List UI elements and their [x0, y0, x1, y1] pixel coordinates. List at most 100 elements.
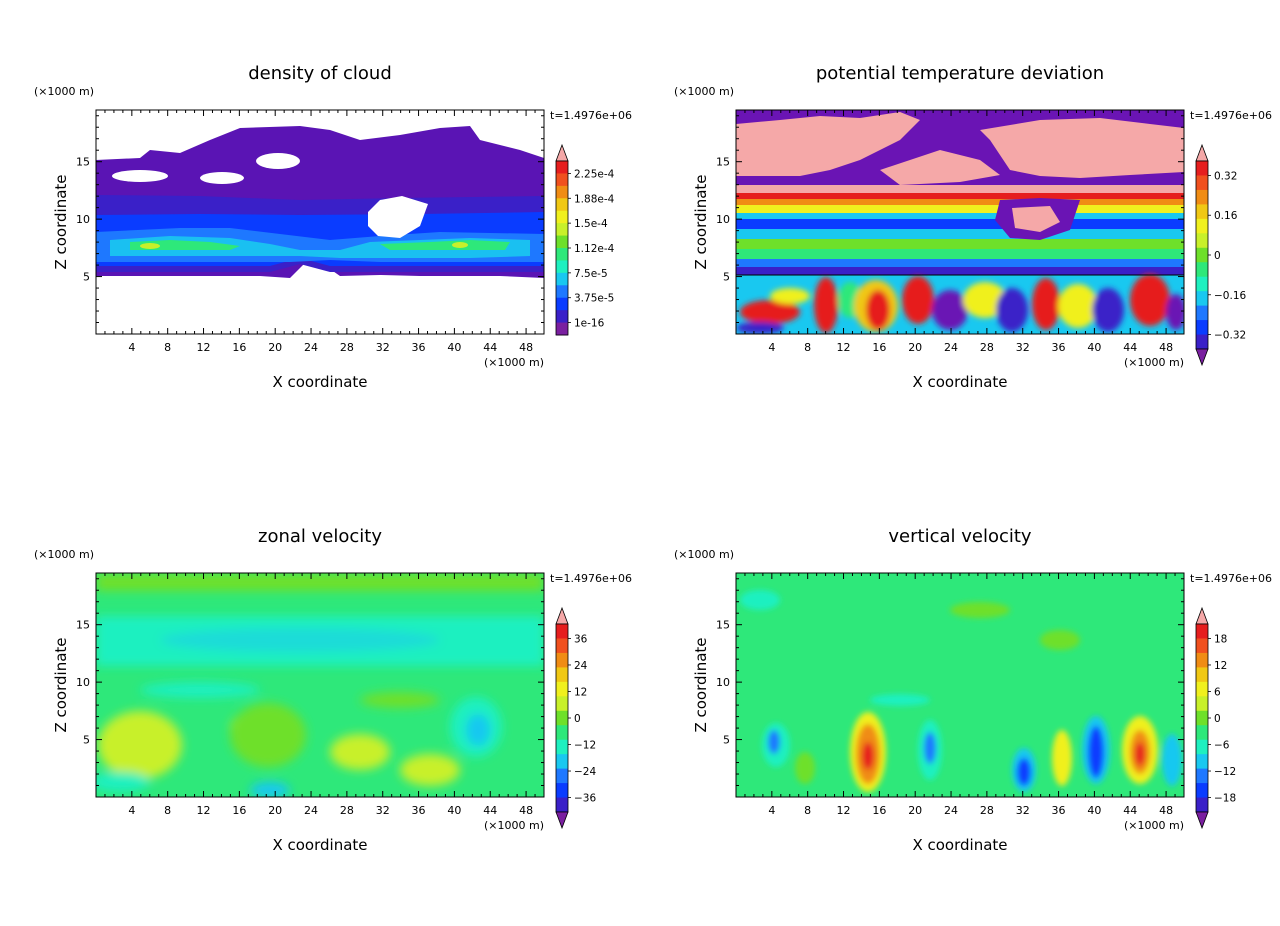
x-tick-label: 20 [908, 804, 922, 817]
colorbar-swatch [1196, 247, 1208, 263]
x-unit-label: (×1000 m) [484, 356, 544, 369]
time-label: t=1.4976e+06 [1190, 109, 1272, 122]
colorbar-swatch [1196, 320, 1208, 336]
colorbar-swatch [556, 185, 568, 199]
colorbar-swatch [556, 797, 568, 813]
colorbar-label: 2.25e-4 [574, 168, 615, 180]
colorbar-swatch [1196, 233, 1208, 249]
x-tick-label: 20 [268, 341, 282, 354]
colorbar-label: 0 [574, 713, 581, 725]
colorbar-label: 7.5e-5 [574, 268, 608, 280]
colorbar: −36 −24 −12 0 12 24 36 [555, 606, 596, 830]
x-tick-label: 32 [1016, 804, 1030, 817]
colorbar-swatch [1196, 696, 1208, 712]
colorbar-label: −12 [574, 740, 596, 752]
colorbar-swatch [556, 161, 568, 174]
time-label: t=1.4976e+06 [550, 572, 632, 585]
x-tick-label: 4 [768, 804, 775, 817]
colorbar-swatch [1196, 334, 1208, 350]
time-label: t=1.4976e+06 [1190, 572, 1272, 585]
colorbar-label: −24 [574, 766, 596, 778]
colorbar: −18 −12 −6 0 6 12 18 [1195, 606, 1236, 830]
x-unit-label: (×1000 m) [1124, 356, 1184, 369]
colorbar-swatch [556, 260, 568, 274]
x-tick-label: 28 [980, 341, 994, 354]
colorbar-swatch [1196, 754, 1208, 770]
colorbar-swatch [556, 210, 568, 224]
x-tick-label: 4 [768, 341, 775, 354]
colorbar-label: −0.32 [1214, 330, 1246, 342]
x-tick-label: 16 [872, 804, 886, 817]
x-tick-label: 36 [412, 804, 426, 817]
colorbar-swatch [1196, 305, 1208, 321]
colorbar-swatch [1196, 768, 1208, 784]
x-tick-label: 28 [980, 804, 994, 817]
colorbar-swatch [556, 173, 568, 187]
colorbar-swatch [1196, 161, 1208, 176]
panel-density-of-cloud: density of cloud (×1000 m) t=1.4976e+06 … [34, 63, 632, 391]
x-tick-label: 16 [232, 341, 246, 354]
colorbar-swatch [1196, 262, 1208, 278]
panel-zonal-velocity: zonal velocity (×1000 m) t=1.4976e+06 [34, 526, 632, 854]
colorbar-label: 1.12e-4 [574, 243, 615, 255]
x-tick-label: 24 [944, 804, 958, 817]
x-tick-label: 8 [164, 341, 171, 354]
colorbar-swatch [1196, 218, 1208, 234]
chart-title: density of cloud [248, 63, 392, 84]
y-unit-label: (×1000 m) [34, 548, 94, 561]
x-tick-label: 40 [447, 341, 461, 354]
colorbar-swatch [556, 297, 568, 311]
colorbar-swatch [556, 754, 568, 770]
colorbar-swatch [1196, 710, 1208, 726]
colorbar-swatch [1196, 624, 1208, 639]
y-tick-label: 5 [723, 734, 730, 747]
colorbar-label: −18 [1214, 793, 1236, 805]
colorbar-swatch [556, 624, 568, 639]
colorbar-swatch [1196, 725, 1208, 741]
colorbar-swatch [1196, 739, 1208, 755]
x-tick-label: 44 [483, 341, 497, 354]
x-tick-label: 20 [908, 341, 922, 354]
colorbar-arrow-top [555, 606, 569, 625]
colorbar-swatch [556, 322, 568, 336]
x-unit-label: (×1000 m) [1124, 819, 1184, 832]
colorbar-swatch [556, 768, 568, 784]
x-tick-label: 12 [837, 804, 851, 817]
y-tick-label: 15 [76, 619, 90, 632]
y-axis-label: Z coordinate [692, 174, 710, 269]
x-tick-label: 24 [304, 341, 318, 354]
colorbar-swatch [1196, 291, 1208, 307]
colorbar-swatch [556, 725, 568, 741]
colorbar-swatch [1196, 652, 1208, 668]
colorbar-arrow-bottom [1195, 348, 1209, 367]
colorbar-swatch [1196, 797, 1208, 813]
colorbar-swatch [1196, 681, 1208, 697]
y-tick-label: 15 [76, 156, 90, 169]
colorbar-label: −36 [574, 793, 596, 805]
y-tick-label: 15 [716, 619, 730, 632]
x-axis-label: X coordinate [912, 373, 1007, 391]
x-tick-label: 12 [837, 341, 851, 354]
colorbar-label: 0.32 [1214, 170, 1237, 182]
colorbar-swatch [556, 696, 568, 712]
colorbar-label: −6 [1214, 740, 1230, 752]
colorbar-swatch [556, 223, 568, 237]
colorbar-swatch [556, 739, 568, 755]
x-tick-label: 40 [1087, 804, 1101, 817]
colorbar-arrow-top [1195, 143, 1209, 162]
x-axis-label: X coordinate [272, 836, 367, 854]
x-tick-label: 4 [128, 341, 135, 354]
x-tick-label: 40 [1087, 341, 1101, 354]
colorbar-arrow-top [555, 143, 569, 162]
colorbar-label: 36 [574, 633, 588, 645]
colorbar-arrow-bottom [1195, 811, 1209, 830]
y-tick-label: 15 [716, 156, 730, 169]
x-tick-label: 48 [519, 804, 533, 817]
x-tick-label: 36 [1052, 804, 1066, 817]
y-axis-label: Z coordinate [52, 637, 70, 732]
colorbar-label: 12 [574, 686, 587, 698]
colorbar-label: 18 [1214, 633, 1227, 645]
